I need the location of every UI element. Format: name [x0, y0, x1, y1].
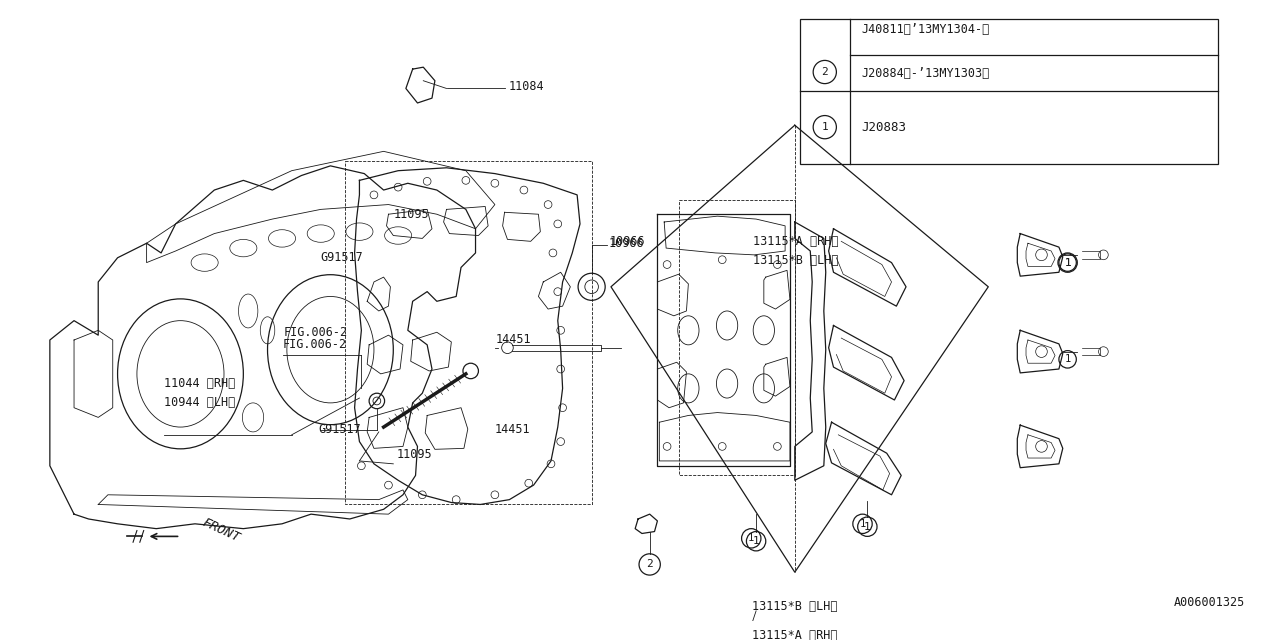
Text: FIG.006-2: FIG.006-2 [284, 326, 348, 339]
Text: J20883: J20883 [861, 121, 906, 134]
Text: 1: 1 [1065, 258, 1071, 268]
Text: 14451: 14451 [495, 333, 531, 346]
Text: 10966: 10966 [609, 237, 645, 250]
Text: 2: 2 [646, 559, 653, 570]
Text: A006001325: A006001325 [1174, 596, 1244, 609]
Text: 10944 〈LH〉: 10944 〈LH〉 [164, 396, 236, 410]
Text: 11095: 11095 [397, 447, 431, 461]
Text: 10966: 10966 [611, 235, 645, 248]
Text: 13115*A 〈RH〉: 13115*A 〈RH〉 [753, 628, 837, 640]
Text: 2: 2 [822, 67, 828, 77]
Text: 11084: 11084 [508, 80, 544, 93]
Text: 1: 1 [822, 122, 828, 132]
Text: 13115*B 〈LH〉: 13115*B 〈LH〉 [753, 600, 837, 612]
Text: J40811（’13MY1304-）: J40811（’13MY1304-） [861, 23, 989, 36]
Text: 1: 1 [1064, 258, 1071, 268]
Text: G91517: G91517 [321, 252, 364, 264]
Text: J20884（-’13MY1303）: J20884（-’13MY1303） [861, 67, 989, 81]
Text: FIG.006-2: FIG.006-2 [283, 339, 347, 351]
Text: 13115*B 〈LH〉: 13115*B 〈LH〉 [753, 254, 838, 267]
Bar [800, 19, 1217, 164]
Text: 1: 1 [1065, 355, 1071, 364]
Text: 1: 1 [753, 536, 759, 546]
Text: FRONT: FRONT [200, 515, 242, 544]
Text: 11044 〈RH〉: 11044 〈RH〉 [164, 377, 236, 390]
Text: 11095: 11095 [393, 208, 429, 221]
Text: 14451: 14451 [495, 424, 530, 436]
Text: 1: 1 [864, 522, 870, 532]
Text: G91517: G91517 [319, 422, 361, 435]
Text: 1: 1 [748, 533, 754, 543]
Text: 1: 1 [859, 519, 865, 529]
Text: 13115*A 〈RH〉: 13115*A 〈RH〉 [753, 235, 838, 248]
